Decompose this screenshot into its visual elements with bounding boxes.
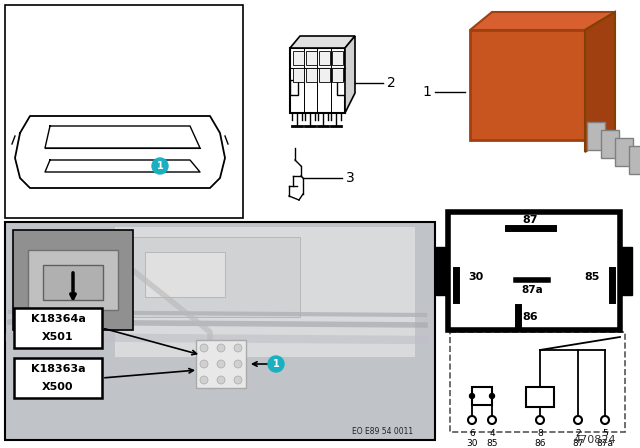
Circle shape xyxy=(200,344,208,352)
Bar xyxy=(587,122,605,150)
Circle shape xyxy=(217,360,225,368)
Text: 2: 2 xyxy=(387,76,396,90)
Circle shape xyxy=(536,416,544,424)
Bar xyxy=(332,51,343,65)
Polygon shape xyxy=(290,36,355,48)
Bar xyxy=(629,146,640,174)
Bar xyxy=(43,265,103,300)
Circle shape xyxy=(152,158,168,174)
Circle shape xyxy=(217,376,225,384)
Bar xyxy=(620,247,632,295)
Text: 470824: 470824 xyxy=(573,435,616,445)
Bar xyxy=(290,48,345,113)
Bar xyxy=(526,387,554,407)
Circle shape xyxy=(574,416,582,424)
Bar xyxy=(145,252,225,297)
Text: 30: 30 xyxy=(468,272,483,282)
Bar xyxy=(14,358,102,398)
Circle shape xyxy=(490,393,495,399)
Circle shape xyxy=(268,356,284,372)
Circle shape xyxy=(601,416,609,424)
Circle shape xyxy=(234,360,242,368)
Text: 6: 6 xyxy=(469,428,475,438)
Bar xyxy=(290,80,298,95)
Bar xyxy=(470,30,585,140)
Text: EO E89 54 0011: EO E89 54 0011 xyxy=(353,427,413,436)
Text: 87: 87 xyxy=(572,439,584,448)
Bar xyxy=(450,332,625,432)
Bar xyxy=(14,308,102,348)
Bar xyxy=(293,68,304,82)
Bar xyxy=(293,51,304,65)
Bar xyxy=(28,250,118,310)
Bar xyxy=(615,138,633,166)
Polygon shape xyxy=(585,12,615,152)
Circle shape xyxy=(200,360,208,368)
Bar xyxy=(13,230,133,330)
Polygon shape xyxy=(345,36,355,113)
Text: X501: X501 xyxy=(42,332,74,342)
Text: 87a: 87a xyxy=(521,285,543,295)
Circle shape xyxy=(470,393,474,399)
Text: 8: 8 xyxy=(537,428,543,438)
Text: 3: 3 xyxy=(346,171,355,185)
Bar xyxy=(306,68,317,82)
Circle shape xyxy=(200,376,208,384)
Text: 87a: 87a xyxy=(596,439,614,448)
Text: X500: X500 xyxy=(42,382,74,392)
Text: 1: 1 xyxy=(157,161,163,171)
Text: 30: 30 xyxy=(467,439,477,448)
Bar xyxy=(115,227,415,357)
Circle shape xyxy=(468,416,476,424)
Circle shape xyxy=(217,344,225,352)
Bar xyxy=(337,80,345,95)
Text: 85: 85 xyxy=(486,439,498,448)
Bar xyxy=(332,68,343,82)
Text: 86: 86 xyxy=(534,439,546,448)
Bar xyxy=(472,387,492,405)
Bar xyxy=(319,51,330,65)
Text: 1: 1 xyxy=(422,85,431,99)
Circle shape xyxy=(234,344,242,352)
Bar xyxy=(5,5,243,218)
Text: 85: 85 xyxy=(584,272,600,282)
Text: 2: 2 xyxy=(575,428,581,438)
Bar xyxy=(120,237,300,317)
Bar xyxy=(601,130,619,158)
Text: 5: 5 xyxy=(602,428,608,438)
Bar xyxy=(306,51,317,65)
Text: 86: 86 xyxy=(522,312,538,322)
Bar xyxy=(448,212,620,330)
Text: K18363a: K18363a xyxy=(31,364,85,374)
Circle shape xyxy=(488,416,496,424)
Bar xyxy=(196,340,246,388)
Polygon shape xyxy=(470,12,615,30)
Text: 87: 87 xyxy=(522,215,538,225)
Text: 4: 4 xyxy=(489,428,495,438)
Bar xyxy=(319,68,330,82)
Text: K18364a: K18364a xyxy=(31,314,85,324)
Circle shape xyxy=(234,376,242,384)
Text: 1: 1 xyxy=(273,359,280,369)
Bar xyxy=(5,222,435,440)
Bar xyxy=(436,247,448,295)
